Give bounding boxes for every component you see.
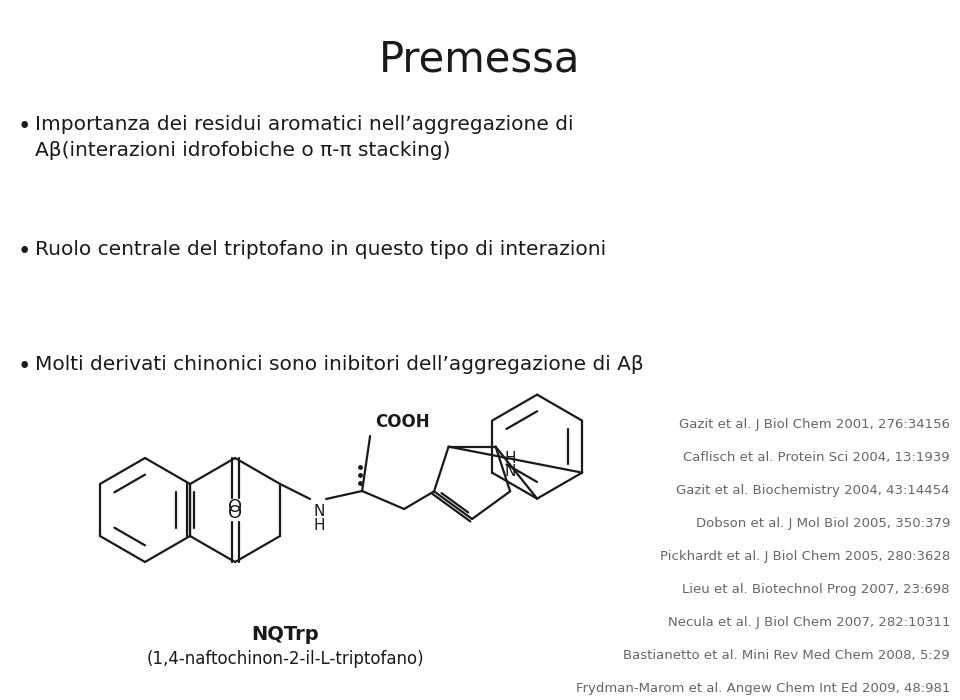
Text: NQTrp: NQTrp xyxy=(252,625,319,644)
Text: Pickhardt et al. J Biol Chem 2005, 280:3628: Pickhardt et al. J Biol Chem 2005, 280:3… xyxy=(660,550,950,563)
Text: Gazit et al. Biochemistry 2004, 43:14454: Gazit et al. Biochemistry 2004, 43:14454 xyxy=(677,484,950,497)
Text: Frydman-Marom et al. Angew Chem Int Ed 2009, 48:981: Frydman-Marom et al. Angew Chem Int Ed 2… xyxy=(576,682,950,695)
Text: Necula et al. J Biol Chem 2007, 282:10311: Necula et al. J Biol Chem 2007, 282:1031… xyxy=(667,616,950,629)
Text: H: H xyxy=(504,452,516,466)
Text: Dobson et al. J Mol Biol 2005, 350:379: Dobson et al. J Mol Biol 2005, 350:379 xyxy=(696,517,950,530)
Text: N: N xyxy=(504,464,516,480)
Text: COOH: COOH xyxy=(375,413,430,431)
Text: Caflisch et al. Protein Sci 2004, 13:1939: Caflisch et al. Protein Sci 2004, 13:193… xyxy=(684,451,950,464)
Text: •: • xyxy=(18,240,32,263)
Text: Premessa: Premessa xyxy=(379,38,581,80)
Text: H: H xyxy=(313,518,324,533)
Text: •: • xyxy=(18,115,32,138)
Text: (1,4-naftochinon-2-il-L-triptofano): (1,4-naftochinon-2-il-L-triptofano) xyxy=(146,650,423,668)
Text: Importanza dei residui aromatici nell’aggregazione di
Aβ(interazioni idrofobiche: Importanza dei residui aromatici nell’ag… xyxy=(35,115,573,160)
Text: Ruolo centrale del triptofano in questo tipo di interazioni: Ruolo centrale del triptofano in questo … xyxy=(35,240,606,259)
Text: Gazit et al. J Biol Chem 2001, 276:34156: Gazit et al. J Biol Chem 2001, 276:34156 xyxy=(679,418,950,431)
Text: N: N xyxy=(313,504,324,519)
Text: Molti derivati chinonici sono inibitori dell’aggregazione di Aβ: Molti derivati chinonici sono inibitori … xyxy=(35,355,644,374)
Text: •: • xyxy=(18,355,32,378)
Text: O: O xyxy=(228,504,242,522)
Text: Bastianetto et al. Mini Rev Med Chem 2008, 5:29: Bastianetto et al. Mini Rev Med Chem 200… xyxy=(623,649,950,662)
Text: Lieu et al. Biotechnol Prog 2007, 23:698: Lieu et al. Biotechnol Prog 2007, 23:698 xyxy=(683,583,950,596)
Text: O: O xyxy=(228,498,242,516)
